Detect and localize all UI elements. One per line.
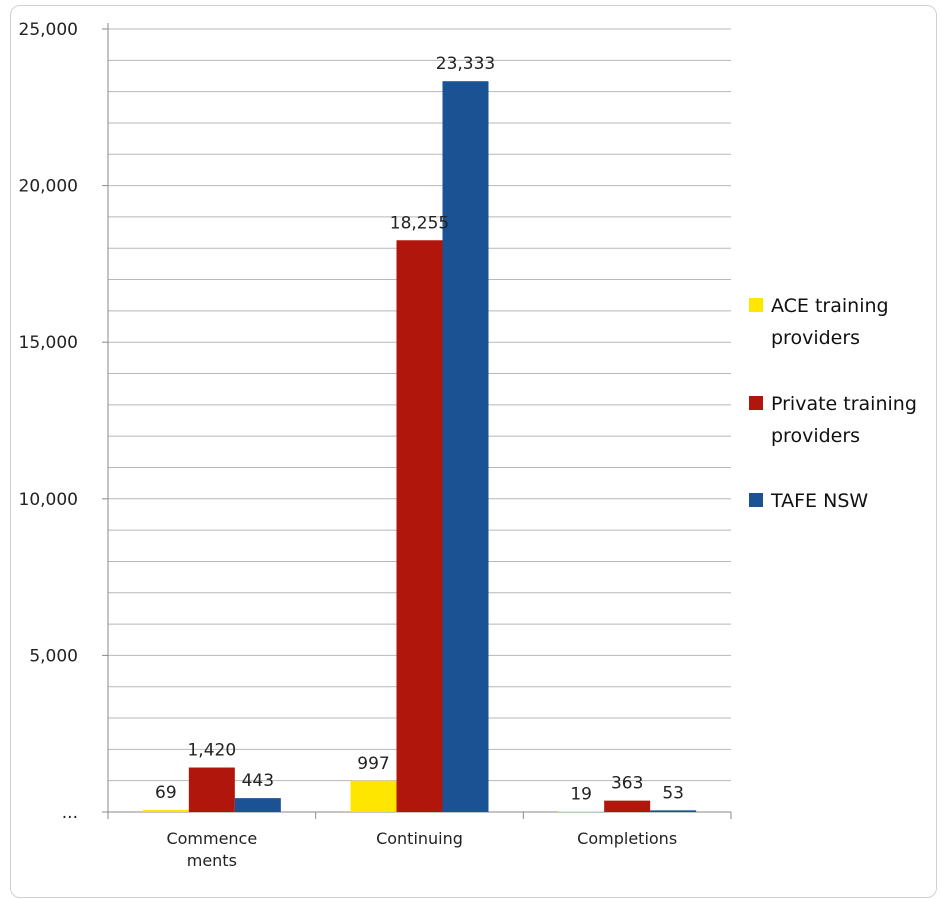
x-category-label: Continuing <box>376 829 463 848</box>
bar <box>350 780 397 812</box>
bar <box>396 240 443 812</box>
y-tick-label: 10,000 <box>19 490 78 510</box>
data-label: 997 <box>357 754 389 774</box>
y-tick-label: 20,000 <box>19 177 78 197</box>
x-category-label: Completions <box>577 829 677 848</box>
legend-label: ACE training providers <box>771 295 889 349</box>
legend-label: TAFE NSW <box>770 490 868 512</box>
data-label: 23,333 <box>436 54 495 74</box>
bar <box>142 809 189 812</box>
data-label: 19 <box>570 784 592 804</box>
legend-label: Private training providers <box>771 393 917 447</box>
y-tick-label: 5,000 <box>29 646 78 666</box>
x-category-label: Commence ments <box>166 829 257 870</box>
bars <box>142 81 697 812</box>
data-label: 363 <box>611 774 643 794</box>
bar <box>442 81 489 812</box>
data-label: 69 <box>155 783 177 803</box>
data-label: 443 <box>242 771 274 791</box>
data-label: 18,255 <box>390 213 449 233</box>
bar <box>234 798 281 812</box>
y-tick-label: 25,000 <box>19 20 78 40</box>
x-axis-category-labels: Commence ments Continuing Completions <box>166 829 677 870</box>
bar <box>650 810 697 812</box>
legend-swatch <box>749 298 763 312</box>
bar <box>558 811 605 812</box>
bar <box>604 800 651 812</box>
legend-swatch <box>749 493 763 507</box>
data-labels: 69 1,420 443 997 18,255 23,333 19 363 53 <box>155 54 684 804</box>
data-label: 1,420 <box>187 741 236 761</box>
data-label: 53 <box>662 783 684 803</box>
chart-frame <box>10 5 937 898</box>
y-axis-tick-labels: ... 5,000 10,000 15,000 20,000 25,000 <box>19 20 78 823</box>
legend: ACE training providers Private training pro… <box>749 295 917 512</box>
y-tick-label: 15,000 <box>19 333 78 353</box>
y-tick-label: ... <box>62 803 78 823</box>
legend-swatch <box>749 396 763 410</box>
bar <box>188 767 235 812</box>
